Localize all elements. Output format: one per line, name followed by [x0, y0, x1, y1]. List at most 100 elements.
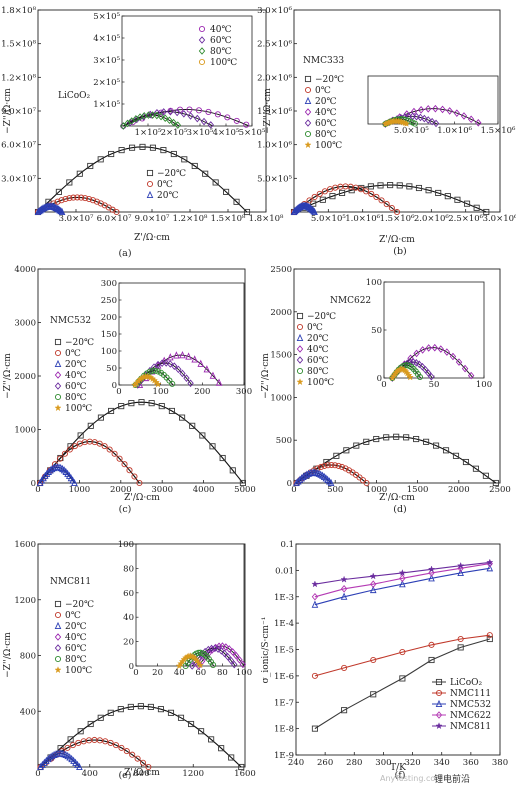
- data-point-d: [321, 462, 328, 469]
- x-axis-b-tick-label: 2.0×10⁶: [414, 214, 449, 224]
- data-point-c: [43, 469, 51, 477]
- panel-a: 3.0×10⁷ 6.0×10⁷ 9.0×10⁷ 1.2×10⁸ 1.5×10⁸ 1.8×1…: [1, 6, 284, 259]
- data-point-c: [38, 476, 46, 484]
- legend-marker-d: [296, 367, 304, 375]
- data-point-c: [116, 455, 123, 462]
- legend-label-f: NMC811: [450, 722, 491, 732]
- legend-marker-c: [54, 359, 62, 368]
- inset-data-point-a: [243, 121, 250, 128]
- inset-data-point-a: [200, 117, 208, 126]
- inset-data-point-d: [419, 346, 426, 354]
- legend-label-e: 100℃: [65, 666, 92, 676]
- legend-marker-b: [304, 75, 312, 83]
- legend-label-c: 20℃: [65, 360, 87, 370]
- inset-data-point-e: [218, 647, 225, 655]
- series-point-NMC811: [457, 561, 465, 569]
- series-point-NMC811: [369, 572, 377, 580]
- legend-marker-b: [304, 86, 312, 94]
- series-point-NMC622: [340, 585, 348, 593]
- inset-data-point-d: [461, 364, 469, 373]
- data-point-a: [170, 150, 177, 158]
- data-point-b: [311, 193, 318, 201]
- series-line-NMC622: [314, 563, 490, 598]
- legend-label-e: 40℃: [65, 633, 87, 643]
- x-axis-label-a: Z'/Ω·cm: [134, 233, 170, 243]
- x-axis-e-tick-label: 1600: [234, 769, 256, 779]
- data-point-b: [454, 196, 461, 203]
- legend-marker-c: [54, 382, 62, 390]
- legend-marker-b: [304, 130, 312, 138]
- data-point-e: [218, 745, 225, 752]
- legend-marker-e: [54, 666, 62, 674]
- legend-label-d: 20℃: [307, 334, 329, 344]
- f-y-tick-label: 0.01: [275, 566, 294, 576]
- inset-data-point-c: [191, 355, 198, 363]
- legend-label-e: 20℃: [65, 622, 87, 632]
- data-point-c: [97, 414, 104, 421]
- data-point-a: [78, 194, 85, 201]
- data-point-a: [55, 188, 62, 195]
- x-axis-b-tick-label: 2.5×10⁶: [448, 214, 483, 224]
- x-axis-d-tick-label: 2500: [489, 485, 511, 495]
- x-axis-label-e: Z'/Ω·cm: [124, 768, 160, 778]
- inset-data-point-c: [187, 379, 194, 388]
- inset-data-point-b: [413, 112, 420, 121]
- data-point-e: [43, 756, 50, 764]
- x-axis-b-tick-label: 3.0×10⁶: [483, 214, 516, 224]
- data-point-c: [148, 400, 155, 407]
- data-point-a: [85, 195, 93, 203]
- y-axis-b-tick-label: 2.5×10⁶: [257, 40, 292, 50]
- data-point-a: [58, 207, 66, 216]
- y-axis-label-d: −Z''/Ω·cm: [261, 353, 271, 399]
- data-point-c: [239, 479, 246, 487]
- inset-data-point-e: [196, 661, 204, 669]
- fit-line-a: [37, 146, 248, 213]
- data-point-a: [70, 194, 77, 201]
- data-point-e: [228, 754, 235, 761]
- y-axis-c-tick-label: 2000: [14, 372, 36, 382]
- legend-marker-c: [54, 393, 62, 401]
- series-point-LiCoO₂: [486, 635, 493, 643]
- inset-data-point-b: [432, 104, 439, 113]
- legend-marker-e: [54, 633, 62, 641]
- y-axis-c-tick-label: 3000: [14, 319, 36, 329]
- data-point-d: [403, 434, 410, 441]
- inset-data-point-b: [417, 106, 425, 114]
- data-point-e: [102, 738, 109, 745]
- data-point-b: [435, 189, 442, 197]
- f-x-tick-label: 260: [317, 758, 333, 768]
- f-x-tick-label: 320: [404, 758, 420, 768]
- inset-data-point-d: [416, 360, 423, 369]
- inset-data-point-a: [174, 121, 181, 129]
- y-axis-a-tick-label: 1.8×10⁸: [1, 6, 36, 16]
- x-axis-label-b: Z'/Ω·cm: [379, 235, 415, 245]
- data-point-b: [377, 182, 384, 189]
- inset-data-point-b: [411, 120, 418, 127]
- inset-data-point-d: [455, 358, 463, 366]
- legend-marker-d: [296, 378, 304, 386]
- data-point-b: [373, 193, 380, 201]
- data-point-b: [388, 204, 395, 212]
- inset-data-point-e: [210, 661, 217, 669]
- legend-label-e: 60℃: [65, 644, 87, 654]
- data-point-c: [121, 461, 128, 468]
- f-y-tick-label: 1E-5: [274, 646, 294, 656]
- data-point-e: [198, 728, 205, 735]
- inset-data-point-b: [425, 105, 432, 113]
- data-point-c: [189, 422, 196, 429]
- x-axis-a-tick-label: 9.0×10⁷: [135, 214, 170, 224]
- data-point-b: [415, 184, 423, 192]
- data-point-c: [71, 478, 78, 487]
- y-axis-c-tick-label: 1000: [14, 426, 36, 436]
- fit-line-d: [296, 436, 497, 484]
- x-axis-e-tick-label: 1200: [182, 769, 204, 779]
- x-axis-a-tick-label: 6.0×10⁷: [97, 214, 132, 224]
- series-line-LiCoO₂: [314, 638, 490, 730]
- inset-legend-marker: [198, 36, 206, 44]
- y-axis-b-tick-label: 2.0×10⁶: [257, 73, 292, 83]
- inset-x-tick-label: 20: [152, 668, 163, 678]
- x-axis-b-tick-label: 1.0×10⁶: [345, 214, 380, 224]
- inset-data-point-c: [203, 365, 211, 373]
